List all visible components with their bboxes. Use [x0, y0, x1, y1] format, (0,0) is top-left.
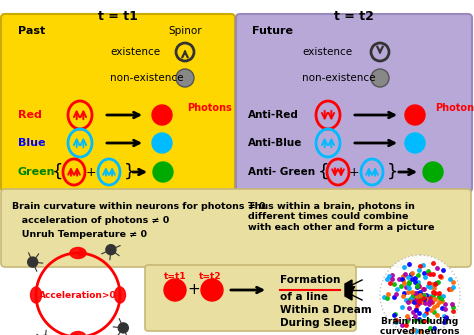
- Text: of a line: of a line: [280, 292, 328, 302]
- Text: {: {: [52, 163, 64, 181]
- Text: t = t1: t = t1: [98, 10, 138, 23]
- Circle shape: [201, 279, 223, 301]
- Text: Green: Green: [18, 167, 55, 177]
- Text: Formation: Formation: [280, 275, 340, 285]
- Text: +: +: [349, 165, 359, 179]
- Text: +: +: [188, 282, 201, 297]
- Text: non-existence: non-existence: [302, 73, 375, 83]
- Text: }: }: [387, 163, 398, 181]
- Ellipse shape: [30, 287, 42, 303]
- Text: t = t2: t = t2: [334, 10, 374, 23]
- Circle shape: [153, 162, 173, 182]
- Text: Anti-Blue: Anti-Blue: [248, 138, 302, 148]
- Text: non-existence: non-existence: [110, 73, 183, 83]
- Circle shape: [106, 245, 116, 255]
- Text: Past: Past: [18, 26, 45, 36]
- Circle shape: [176, 69, 194, 87]
- Text: Future: Future: [252, 26, 293, 36]
- Text: Acceleration>0: Acceleration>0: [39, 290, 117, 299]
- Text: Photons: Photons: [188, 103, 232, 113]
- Circle shape: [152, 105, 172, 125]
- Text: During Sleep: During Sleep: [280, 318, 356, 328]
- Text: acceleration of photons ≠ 0: acceleration of photons ≠ 0: [12, 216, 169, 225]
- Text: Photons: Photons: [436, 103, 474, 113]
- Ellipse shape: [70, 248, 86, 259]
- Circle shape: [423, 162, 443, 182]
- FancyBboxPatch shape: [1, 14, 235, 192]
- Circle shape: [371, 69, 389, 87]
- Text: existence: existence: [110, 47, 160, 57]
- Text: Anti- Green: Anti- Green: [248, 167, 315, 177]
- Text: Spinor: Spinor: [168, 26, 202, 36]
- Text: Unruh Temperature ≠ 0: Unruh Temperature ≠ 0: [12, 230, 147, 239]
- Text: Blue: Blue: [18, 138, 46, 148]
- Text: t=t1: t=t1: [164, 272, 186, 281]
- FancyBboxPatch shape: [1, 189, 471, 267]
- FancyBboxPatch shape: [236, 14, 472, 192]
- Text: Brain including
curved neurons: Brain including curved neurons: [380, 317, 460, 335]
- Circle shape: [405, 105, 425, 125]
- Text: t=t2: t=t2: [199, 272, 221, 281]
- Text: Thus within a brain, photons in
different times could combine
with each other an: Thus within a brain, photons in differen…: [248, 202, 435, 232]
- Text: Red: Red: [18, 110, 42, 120]
- Ellipse shape: [70, 332, 86, 335]
- Circle shape: [118, 323, 128, 333]
- Circle shape: [405, 133, 425, 153]
- Text: +: +: [86, 165, 96, 179]
- Circle shape: [164, 279, 186, 301]
- Text: Brain curvature within neurons for photons ≠ 0: Brain curvature within neurons for photo…: [12, 202, 265, 211]
- Circle shape: [380, 255, 460, 335]
- Polygon shape: [345, 280, 352, 300]
- Text: existence: existence: [302, 47, 352, 57]
- FancyBboxPatch shape: [145, 265, 356, 331]
- Text: }: }: [124, 163, 136, 181]
- Circle shape: [27, 257, 38, 267]
- Text: Anti-Red: Anti-Red: [248, 110, 299, 120]
- Text: Within a Dream: Within a Dream: [280, 305, 372, 315]
- Ellipse shape: [115, 287, 126, 303]
- Circle shape: [152, 133, 172, 153]
- Text: {: {: [318, 163, 329, 181]
